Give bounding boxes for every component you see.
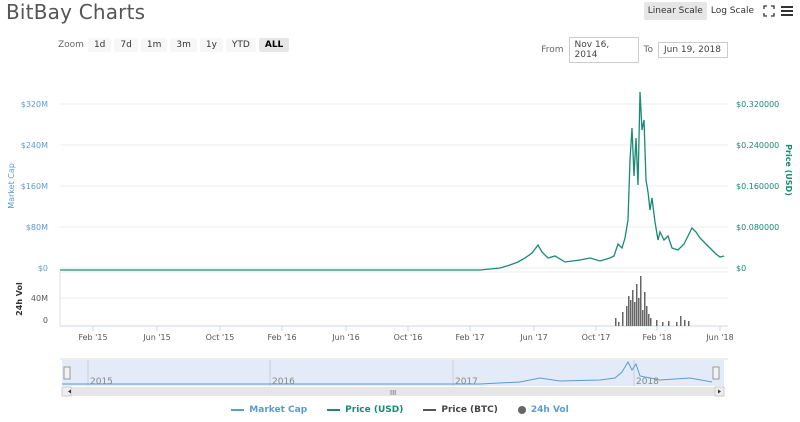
log-scale-button[interactable]: Log Scale: [710, 6, 754, 16]
navigator-scrollbar[interactable]: [62, 387, 724, 396]
from-date-input[interactable]: Nov 16, 2014: [568, 37, 639, 63]
date-range: From Nov 16, 2014 To Jun 19, 2018: [536, 37, 728, 63]
svg-text:$0.320000: $0.320000: [736, 100, 779, 109]
volume-axis: 40M 0 24h Vol: [15, 282, 48, 325]
svg-text:$320M: $320M: [21, 100, 48, 109]
svg-text:40M: 40M: [31, 294, 48, 303]
price-usd-axis: $0 $0.080000 $0.160000 $0.240000 $0.320000 Pr…: [736, 100, 793, 273]
svg-text:Price (USD): Price (USD): [784, 144, 793, 196]
to-date-input[interactable]: Jun 19, 2018: [658, 42, 728, 58]
zoom-1d-button[interactable]: 1d: [87, 38, 112, 52]
zoom-1y-button[interactable]: 1y: [199, 38, 223, 52]
svg-text:24h Vol: 24h Vol: [15, 282, 24, 316]
legend-price-usd[interactable]: Price (USD): [327, 405, 403, 415]
legend-label: Price (BTC): [441, 405, 498, 415]
svg-text:Oct '15: Oct '15: [206, 333, 235, 342]
svg-text:Jun '18: Jun '18: [705, 333, 733, 342]
market-cap-axis: $0 $80M $160M $240M $320M Market Cap: [7, 100, 48, 273]
volume-dot-icon: [517, 406, 526, 414]
fullscreen-icon-svg: [763, 5, 775, 17]
svg-text:Oct '17: Oct '17: [582, 333, 611, 342]
navigator-right-handle[interactable]: [712, 366, 720, 380]
svg-text:2018: 2018: [636, 377, 659, 387]
zoom-7d-button[interactable]: 7d: [114, 38, 138, 52]
svg-text:Market Cap: Market Cap: [7, 163, 16, 209]
zoom-all-button[interactable]: ALL: [258, 38, 290, 52]
legend-price-btc[interactable]: Price (BTC): [423, 405, 498, 415]
legend: Market Cap Price (USD) Price (BTC) 24h V…: [0, 405, 800, 415]
svg-text:2016: 2016: [272, 377, 295, 387]
grid-lines: [59, 103, 728, 327]
svg-text:$80M: $80M: [26, 223, 48, 232]
legend-market-cap[interactable]: Market Cap: [231, 405, 307, 415]
svg-text:$0: $0: [736, 264, 746, 273]
zoom-bar: Zoom 1d 7d 1m 3m 1y YTD ALL: [58, 38, 292, 52]
hamburger-menu-icon[interactable]: [780, 4, 794, 18]
svg-text:2015: 2015: [90, 377, 113, 387]
chart-title: BitBay Charts: [6, 0, 146, 24]
price-usd-swatch-icon: [327, 409, 341, 411]
legend-label: Market Cap: [249, 405, 308, 415]
zoom-1m-button[interactable]: 1m: [140, 38, 168, 52]
svg-text:$0.240000: $0.240000: [736, 141, 779, 150]
svg-text:III: III: [390, 389, 396, 397]
svg-text:$240M: $240M: [21, 141, 48, 150]
price-usd-line: [60, 91, 725, 271]
scale-toolbar: Linear Scale Log Scale: [643, 2, 794, 20]
navigator-left-handle[interactable]: [63, 366, 71, 380]
zoom-3m-button[interactable]: 3m: [170, 38, 197, 52]
zoom-label: Zoom: [58, 40, 84, 50]
svg-text:$160M: $160M: [21, 182, 48, 191]
svg-text:$0: $0: [38, 264, 48, 273]
time-axis: Feb '15 Jun '15 Oct '15 Feb '16 Jun '16 Oct '…: [78, 326, 734, 342]
svg-text:$0.160000: $0.160000: [736, 182, 779, 191]
hamburger-menu-icon-svg: [781, 6, 793, 16]
svg-text:Feb '17: Feb '17: [455, 333, 484, 342]
price-btc-swatch-icon: [423, 409, 437, 411]
svg-text:Oct '16: Oct '16: [394, 333, 423, 342]
zoom-ytd-button[interactable]: YTD: [225, 38, 256, 52]
linear-scale-button[interactable]: Linear Scale: [643, 2, 707, 20]
svg-text:Feb '15: Feb '15: [78, 333, 107, 342]
svg-text:Feb '18: Feb '18: [642, 333, 671, 342]
to-label: To: [643, 45, 653, 55]
legend-label: 24h Vol: [530, 405, 569, 415]
svg-text:2017: 2017: [455, 377, 478, 387]
from-label: From: [541, 45, 564, 55]
svg-text:$0.080000: $0.080000: [736, 223, 779, 232]
navigator[interactable]: 2015 2016 2017 2018 III: [60, 358, 728, 397]
svg-text:0: 0: [43, 316, 48, 325]
svg-text:Jun '16: Jun '16: [331, 333, 359, 342]
svg-text:Jun '17: Jun '17: [519, 333, 547, 342]
svg-text:Jun '15: Jun '15: [142, 333, 170, 342]
legend-24h-vol[interactable]: 24h Vol: [517, 405, 569, 415]
volume-bars: [615, 276, 690, 326]
svg-text:Feb '16: Feb '16: [267, 333, 296, 342]
fullscreen-icon[interactable]: [762, 4, 776, 18]
legend-label: Price (USD): [345, 405, 404, 415]
market-cap-swatch-icon: [231, 409, 245, 411]
